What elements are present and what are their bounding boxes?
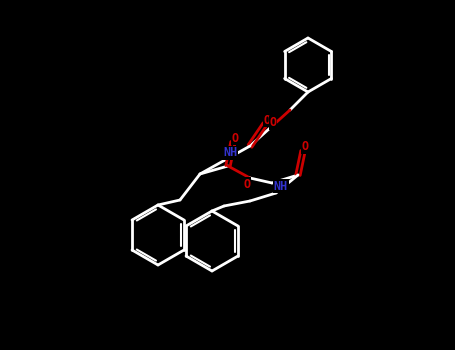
Text: O: O bbox=[232, 132, 238, 145]
Text: NH: NH bbox=[223, 147, 237, 160]
Text: NH: NH bbox=[274, 180, 288, 193]
Text: O: O bbox=[269, 117, 277, 130]
Text: O: O bbox=[263, 113, 271, 126]
Text: O: O bbox=[243, 177, 251, 190]
Text: O: O bbox=[301, 140, 308, 154]
